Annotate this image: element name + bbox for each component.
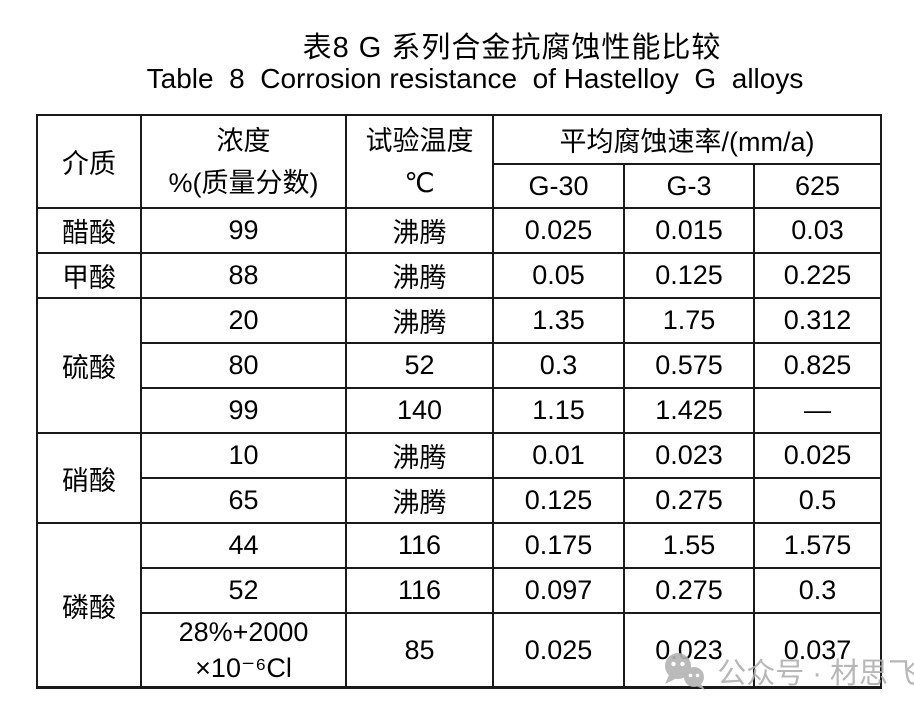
- cell-rate-625: 0.025: [752, 432, 883, 479]
- cell-concentration: 88: [140, 252, 347, 299]
- table-row: 硝酸 10 沸腾 0.01 0.023 0.025: [36, 432, 883, 524]
- table-row: 磷酸 44 116 0.175 1.55 1.575: [36, 522, 883, 689]
- cell-medium: 醋酸: [36, 207, 142, 254]
- cell-temperature: 沸腾: [345, 252, 494, 299]
- table-row: 99 140 1.15 1.425 —: [37, 387, 883, 434]
- header-concentration-line1: 浓度: [216, 125, 271, 156]
- cell-rate-g3: 1.425: [623, 387, 755, 434]
- cell-rate-g30: 0.3: [492, 342, 625, 389]
- cell-concentration: 99: [140, 387, 347, 434]
- table-title-zh: 表8 G 系列合金抗腐蚀性能比较: [302, 32, 722, 64]
- cell-temperature: 沸腾: [345, 297, 494, 344]
- table-row: 80 52 0.3 0.575 0.825: [37, 342, 883, 389]
- cell-concentration: 52: [140, 567, 347, 614]
- watermark-text: 公众号 · 材思飞扬: [717, 658, 914, 690]
- table-row: 52 116 0.097 0.275 0.3: [37, 567, 883, 614]
- header-rate-group: 平均腐蚀速率/(mm/a): [491, 114, 883, 165]
- cell-temperature: 116: [345, 567, 494, 614]
- cell-concentration: 28%+2000 ×10⁻⁶Cl: [140, 612, 347, 689]
- cell-temperature: 85: [345, 612, 494, 689]
- header-alloy-625: 625: [752, 163, 883, 209]
- header-alloy-g30: G-30: [492, 163, 625, 209]
- table-row: 醋酸 99 沸腾 0.025 0.015 0.03: [36, 207, 883, 254]
- cell-medium: 硫酸: [36, 297, 142, 434]
- cell-medium: 甲酸: [36, 252, 142, 299]
- table-row: 28%+2000 ×10⁻⁶Cl 85 0.025 0.023 0.037: [37, 612, 883, 689]
- cell-rate-625: 0.037: [752, 612, 883, 689]
- cell-rate-625: 0.312: [752, 297, 883, 344]
- cell-concentration: 80: [140, 342, 347, 389]
- cell-temperature: 沸腾: [345, 477, 494, 524]
- corrosion-table: 介质 浓度 %(质量分数) 试验温度 ℃ 平均腐蚀速率/(mm/a) G-30 …: [36, 114, 883, 689]
- cell-temperature: 116: [345, 522, 494, 569]
- cell-rate-g30: 1.15: [492, 387, 625, 434]
- header-concentration: 浓度 %(质量分数): [140, 114, 347, 209]
- table-row: 65 沸腾 0.125 0.275 0.5: [37, 477, 883, 524]
- cell-rate-625: 0.225: [752, 252, 883, 299]
- table-title-en: Table 8 Corrosion resistance of Hastello…: [146, 63, 804, 94]
- cell-rate-g3: 0.575: [623, 342, 755, 389]
- cell-concentration: 65: [140, 477, 347, 524]
- header-alloy-g3: G-3: [623, 163, 755, 209]
- cell-rate-g30: 0.125: [492, 477, 625, 524]
- cell-rate-625: 0.5: [752, 477, 883, 524]
- cell-rate-g3: 0.023: [623, 612, 755, 689]
- cell-temperature: 沸腾: [345, 207, 494, 254]
- cell-rate-625: 0.3: [752, 567, 883, 614]
- header-temperature: 试验温度 ℃: [345, 114, 494, 209]
- cell-temperature: 140: [345, 387, 494, 434]
- cell-rate-g30: 0.097: [492, 567, 625, 614]
- cell-rate-625: —: [752, 387, 883, 434]
- cell-temperature: 52: [345, 342, 494, 389]
- cell-rate-g3: 0.275: [623, 477, 755, 524]
- cell-concentration: 10: [140, 432, 347, 479]
- table-row: 甲酸 88 沸腾 0.05 0.125 0.225: [36, 252, 883, 299]
- cell-concentration: 20: [140, 297, 347, 344]
- table-row: 硫酸 20 沸腾 1.35 1.75 0.312: [36, 297, 883, 434]
- cell-rate-g3: 1.55: [623, 522, 755, 569]
- cell-temperature: 沸腾: [345, 432, 494, 479]
- header-medium: 介质: [36, 114, 142, 209]
- cell-rate-g3: 0.023: [623, 432, 755, 479]
- header-concentration-line2: %(质量分数): [168, 167, 319, 198]
- cell-rate-g30: 0.025: [492, 612, 625, 689]
- cell-medium: 磷酸: [36, 522, 142, 689]
- cell-rate-625: 0.03: [752, 207, 883, 254]
- cell-concentration: 99: [140, 207, 347, 254]
- cell-concentration-line1: 28%+2000: [178, 617, 309, 647]
- cell-rate-625: 0.825: [752, 342, 883, 389]
- cell-rate-g30: 1.35: [492, 297, 625, 344]
- cell-rate-g3: 0.015: [623, 207, 755, 254]
- cell-concentration-line2: ×10⁻⁶Cl: [195, 653, 292, 683]
- cell-rate-g3: 0.125: [623, 252, 755, 299]
- cell-rate-g30: 0.175: [492, 522, 625, 569]
- cell-rate-g30: 0.025: [492, 207, 625, 254]
- cell-rate-g3: 0.275: [623, 567, 755, 614]
- cell-rate-g30: 0.01: [492, 432, 625, 479]
- cell-medium: 硝酸: [36, 432, 142, 524]
- header-temperature-line1: 试验温度: [365, 125, 474, 156]
- header-temperature-line2: ℃: [404, 167, 435, 198]
- cell-rate-g30: 0.05: [492, 252, 625, 299]
- cell-rate-g3: 1.75: [623, 297, 755, 344]
- wechat-icon: [630, 651, 708, 691]
- cell-concentration: 44: [140, 522, 347, 569]
- cell-rate-625: 1.575: [752, 522, 883, 569]
- watermark: 公众号 · 材思飞扬: [630, 650, 914, 692]
